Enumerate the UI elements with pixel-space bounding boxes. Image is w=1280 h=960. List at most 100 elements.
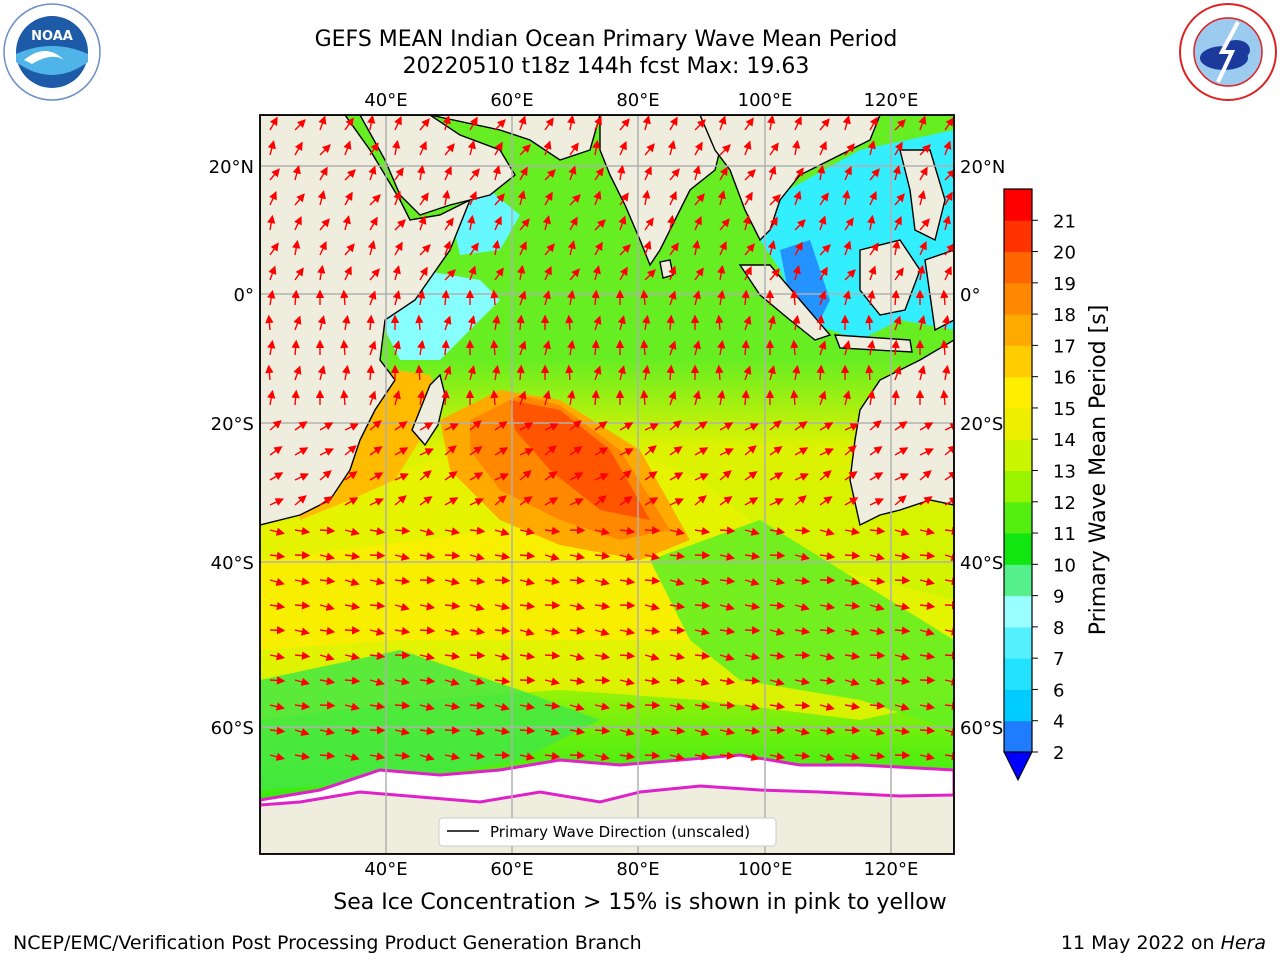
direction-arrow <box>644 166 652 181</box>
colorbar-tick-label: 7 <box>1053 649 1064 670</box>
direction-arrow <box>918 115 927 131</box>
direction-arrow <box>317 365 326 381</box>
direction-arrow <box>591 289 600 306</box>
direction-arrow <box>492 314 501 331</box>
direction-arrow <box>869 576 886 586</box>
direction-arrow <box>419 676 436 685</box>
direction-arrow <box>894 576 911 585</box>
direction-arrow <box>919 752 936 761</box>
persia <box>429 115 601 161</box>
direction-arrow <box>669 702 686 711</box>
direction-arrow <box>394 701 411 710</box>
direction-arrow <box>940 289 949 306</box>
direction-arrow <box>519 422 534 431</box>
direction-arrow <box>919 601 936 611</box>
direction-arrow <box>819 266 828 281</box>
direction-arrow <box>594 601 611 611</box>
direction-arrow <box>394 677 411 686</box>
colorbar-tick-label: 17 <box>1053 336 1076 357</box>
direction-arrow <box>844 445 857 456</box>
direction-arrow <box>569 727 586 736</box>
direction-arrow <box>644 269 656 281</box>
direction-arrow <box>792 364 801 381</box>
direction-arrow <box>844 269 856 281</box>
direction-arrow <box>394 241 403 256</box>
direction-arrow <box>744 626 761 635</box>
lat-tick-left: 20°N <box>209 157 254 178</box>
direction-arrow <box>719 653 735 662</box>
direction-arrow <box>618 215 627 231</box>
direction-arrow <box>892 239 901 256</box>
direction-arrow <box>692 239 701 256</box>
direction-arrow <box>744 676 761 685</box>
lat-tick-right: 40°S <box>960 553 1003 574</box>
direction-arrow <box>494 447 509 456</box>
direction-arrow <box>794 219 806 231</box>
direction-arrow <box>894 447 909 456</box>
direction-arrow <box>269 446 283 456</box>
direction-arrow <box>291 289 300 306</box>
direction-arrow <box>444 471 458 481</box>
direction-arrow <box>790 389 799 406</box>
direction-arrow <box>769 627 785 636</box>
direction-arrow <box>442 115 451 131</box>
direction-arrow <box>867 339 876 356</box>
direction-arrow <box>593 365 602 381</box>
lat-tick-right: 60°S <box>960 718 1003 739</box>
direction-arrow <box>842 290 851 306</box>
direction-arrow <box>319 751 336 760</box>
direction-arrow <box>767 365 776 381</box>
direction-arrow <box>419 626 436 635</box>
direction-arrow <box>317 264 326 281</box>
colorbar-under-triangle <box>1003 751 1033 782</box>
direction-arrow <box>917 264 926 281</box>
direction-arrow <box>769 601 786 610</box>
direction-arrow <box>719 727 736 736</box>
direction-arrow <box>944 191 953 206</box>
direction-arrow <box>594 167 604 181</box>
direction-arrow <box>269 577 285 586</box>
lon-tick-bottom: 100°E <box>738 859 793 880</box>
lat-tick-left: 20°S <box>211 414 254 435</box>
direction-arrow <box>842 340 851 356</box>
direction-arrow <box>494 552 511 561</box>
direction-arrow <box>666 364 675 381</box>
direction-arrow <box>944 526 954 536</box>
direction-arrow <box>318 115 327 131</box>
direction-arrow <box>894 676 911 686</box>
direction-arrow <box>565 314 574 331</box>
colorbar: 2 4 6 7 8 9 10 11 12 13 14 15 16 17 18 19 20 21 Primary W… <box>1003 188 1111 782</box>
direction-arrow <box>869 751 886 761</box>
direction-arrow <box>294 473 309 481</box>
direction-arrow <box>794 677 811 686</box>
direction-arrow <box>567 339 576 356</box>
direction-arrow <box>567 389 576 406</box>
direction-arrow <box>644 423 659 431</box>
direction-arrow <box>744 169 756 181</box>
date-text: 11 May 2022 on Hera <box>1060 932 1266 954</box>
direction-arrow <box>544 576 561 586</box>
direction-arrow <box>769 752 786 761</box>
sea-ice <box>260 753 954 807</box>
direction-arrow <box>744 243 755 256</box>
direction-arrow <box>369 268 380 281</box>
direction-arrow <box>265 314 274 331</box>
direction-arrow <box>919 651 936 661</box>
direction-arrow <box>294 193 305 206</box>
direction-arrow <box>894 216 902 231</box>
direction-arrow <box>344 626 361 635</box>
direction-arrow <box>644 217 654 231</box>
direction-arrow <box>342 215 351 231</box>
direction-arrow <box>369 651 386 661</box>
colorbar-cell <box>1004 626 1032 659</box>
direction-arrow <box>619 192 629 206</box>
direction-arrow <box>894 626 911 635</box>
lon-tick-top: 120°E <box>864 90 919 111</box>
direction-arrow <box>719 552 736 561</box>
direction-arrow <box>492 364 501 381</box>
noaa-logo-icon: NOAA <box>2 2 102 106</box>
direction-arrow <box>591 339 600 356</box>
direction-arrow <box>366 364 375 381</box>
direction-arrow <box>694 119 706 131</box>
direction-arrow <box>593 315 602 331</box>
